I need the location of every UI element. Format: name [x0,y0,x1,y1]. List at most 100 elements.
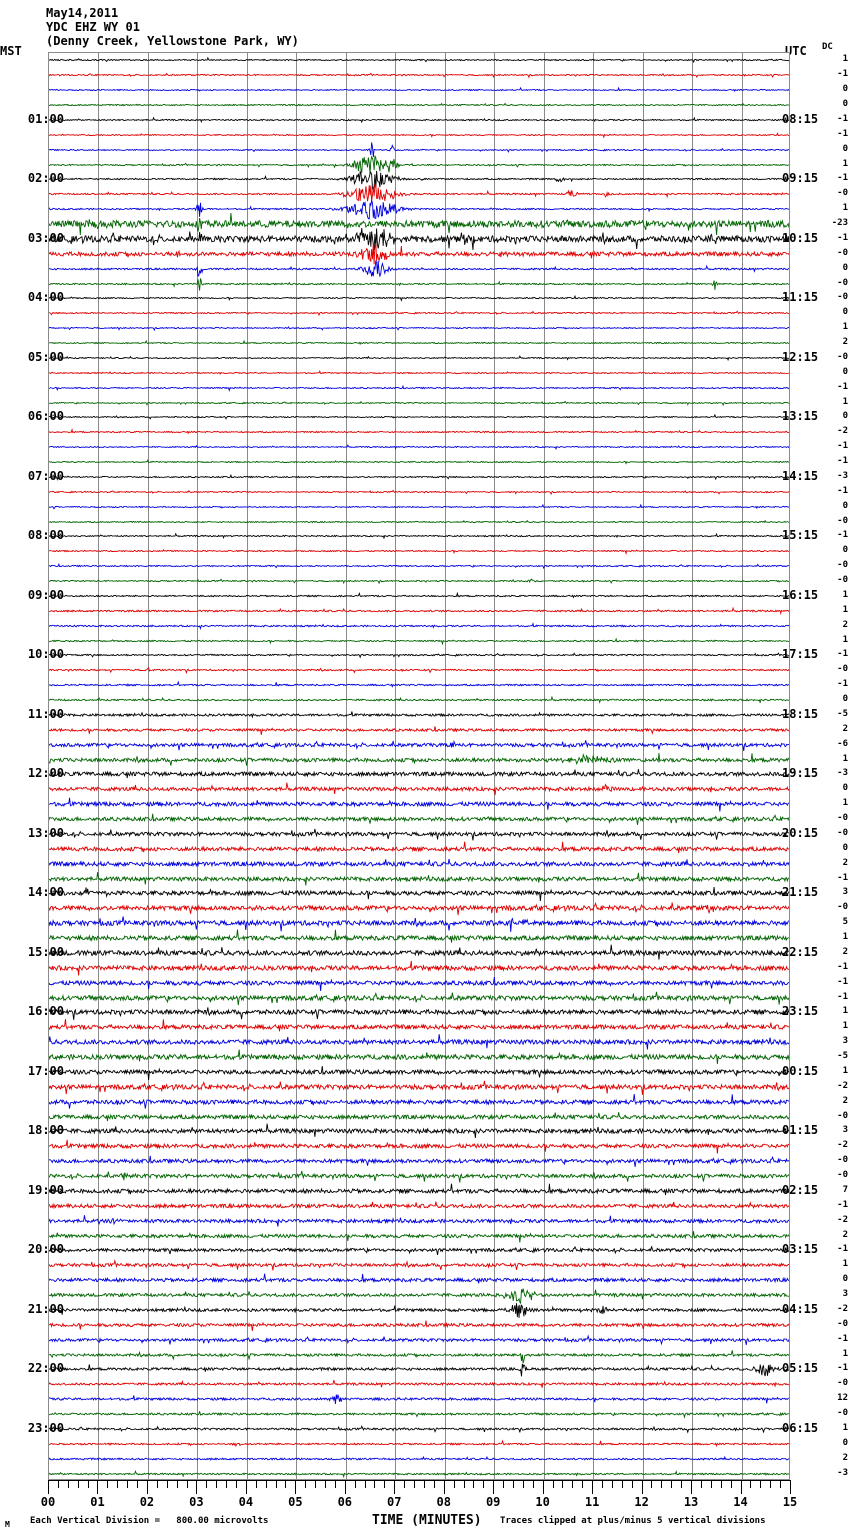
dc-offset-value: -2 [837,1140,848,1151]
x-tick-label: 13 [683,1495,699,1509]
x-tick-minor [503,1480,505,1488]
dc-offset-value: 1 [842,158,848,169]
x-tick-minor [384,1480,386,1488]
dc-offset-value: 1 [842,1259,848,1270]
x-tick-minor [780,1480,782,1488]
utc-time-label: 06:15 [782,1420,819,1435]
x-tick-minor [483,1480,485,1488]
dc-offset-value: -0 [837,515,848,526]
utc-time-label: 11:15 [782,290,819,305]
trace-line [49,581,789,611]
x-tick-minor [651,1480,653,1488]
x-tick-major [740,1480,742,1494]
dc-offset-value: -1 [837,679,848,690]
dc-offset-value: 0 [842,411,848,422]
x-tick-major [790,1480,791,1494]
dc-offset-value: -1 [837,441,848,452]
x-tick-minor [463,1480,465,1488]
x-tick-major [344,1480,346,1494]
x-tick-minor [582,1480,584,1488]
x-tick-minor [414,1480,416,1488]
trace-line [49,715,789,745]
dc-offset-value: -1 [837,232,848,243]
trace-line [49,596,789,626]
dc-offset-value: -5 [837,708,848,719]
dc-offset-value: -3 [837,1467,848,1478]
utc-time-label: 04:15 [782,1301,819,1316]
trace-line [49,60,789,90]
dc-offset-value: -1 [837,1199,848,1210]
utc-time-label: 18:15 [782,706,819,721]
x-tick-minor [67,1480,69,1488]
dc-offset-value: -1 [837,173,848,184]
dc-offset-value: 2 [842,1095,848,1106]
trace-line [49,492,789,522]
header-location: (Denny Creek, Yellowstone Park, WY) [46,34,299,48]
trace-line [49,878,789,908]
x-axis-title: TIME (MINUTES) [372,1513,482,1528]
x-tick-major [48,1480,49,1494]
dc-offset-value: 0 [842,694,848,705]
dc-offset-value: -0 [837,560,848,571]
x-tick-minor [710,1480,712,1488]
mst-time-label: 10:00 [27,647,64,662]
dc-offset-value: 0 [842,307,848,318]
trace-line [49,358,789,388]
x-tick-minor [285,1480,287,1488]
dc-offset-value: -6 [837,738,848,749]
dc-offset-value: -1 [837,976,848,987]
mst-time-label: 14:00 [27,885,64,900]
dc-offset-value: 0 [842,1274,848,1285]
gridline-minute-12 [642,53,644,1479]
trace-line [49,953,789,983]
gridline-minute-01 [98,53,100,1479]
dc-offset-value: 1 [842,1006,848,1017]
trace-line [49,655,789,685]
trace-line [49,536,789,566]
dc-offset-value: -0 [837,1155,848,1166]
trace-line [49,670,789,700]
utc-time-label: 22:15 [782,944,819,959]
gridline-minute-14 [741,53,743,1479]
trace-line [49,239,789,269]
trace-line [49,1280,789,1310]
dc-offset-value: -1 [837,456,848,467]
trace-line [49,1325,789,1355]
trace-line [49,983,789,1013]
x-tick-minor [552,1480,554,1488]
x-tick-minor [621,1480,623,1488]
trace-line [49,283,789,313]
dc-offset-value: 2 [842,946,848,957]
dc-offset-value: -23 [831,218,848,229]
dc-offset-value: 0 [842,143,848,154]
dc-offset-value: 7 [842,1184,848,1195]
x-tick-major [542,1480,544,1494]
mst-time-label: 03:00 [27,230,64,245]
x-tick-label: 00 [40,1495,56,1509]
trace-line [49,1146,789,1176]
dc-offset-value: 1 [842,753,848,764]
trace-line [49,849,789,879]
dc-offset-value: -0 [837,351,848,362]
trace-line [49,1310,789,1340]
x-tick-label: 14 [733,1495,748,1509]
dc-offset-value: -1 [837,113,848,124]
dc-offset-value: 1 [842,54,848,65]
dc-offset-value: 1 [842,203,848,214]
x-tick-label: 06 [337,1495,353,1509]
dc-offset-value: -0 [837,575,848,586]
dc-offset-value: -2 [837,1214,848,1225]
utc-time-label: 00:15 [782,1063,819,1078]
dc-offset-value: 0 [842,500,848,511]
trace-line [49,209,789,239]
x-tick-label: 07 [387,1495,402,1509]
trace-line [49,328,789,358]
x-tick-major [493,1480,495,1494]
dc-offset-value: -1 [837,991,848,1002]
dc-offset-value: 1 [842,1021,848,1032]
gridline-minute-05 [296,53,298,1479]
x-tick-label: 09 [485,1495,501,1509]
footer-corner-mark: M [5,1520,10,1529]
x-tick-minor [522,1480,524,1488]
trace-line [49,864,789,894]
